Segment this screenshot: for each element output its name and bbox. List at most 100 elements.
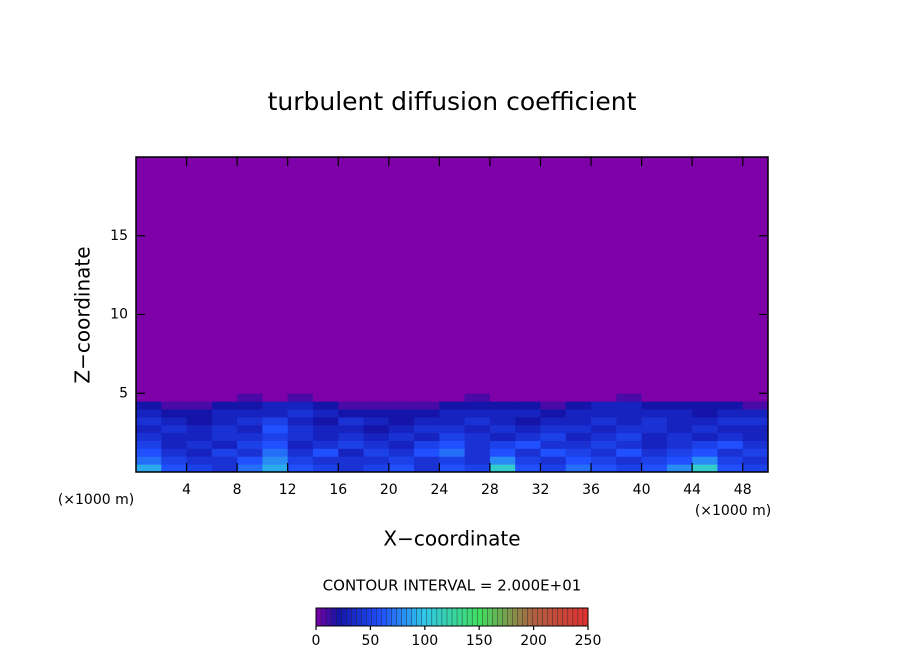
field-cell [237, 416, 263, 426]
field-cell [136, 416, 162, 426]
field-cell [237, 440, 263, 449]
field-cell [515, 416, 541, 426]
field-cell [363, 456, 390, 465]
field-cell [666, 416, 693, 426]
field-cell [692, 409, 718, 418]
field-cell [414, 393, 440, 402]
field-cell [161, 440, 188, 449]
colorbar-swatch [567, 607, 574, 627]
field-cell [439, 401, 466, 410]
x-tick-label: 32 [532, 482, 550, 498]
field-cell [742, 393, 769, 402]
colorbar-swatch [487, 607, 493, 627]
field-cell [136, 157, 162, 394]
field-cell [312, 157, 339, 394]
field-cell [312, 464, 339, 473]
field-cell [211, 401, 238, 410]
colorbar-swatch [320, 607, 327, 627]
field-cell [186, 401, 213, 410]
field-cell [717, 157, 744, 394]
field-cell [211, 448, 238, 457]
colorbar-swatch [335, 607, 342, 627]
colorbar-swatch [577, 607, 584, 627]
x-tick-label: 44 [683, 482, 701, 498]
field-cell [464, 456, 491, 465]
field-cell [616, 448, 643, 457]
field-cell [591, 456, 617, 465]
field-cell [136, 409, 162, 418]
field-cell [287, 440, 314, 449]
field-cell [262, 416, 289, 426]
field-cell [287, 416, 314, 426]
field-cell [489, 440, 516, 449]
colorbar-swatch [537, 607, 544, 627]
field-cell [591, 401, 617, 410]
field-cell [666, 440, 693, 449]
field-cell [237, 448, 263, 457]
field-cell [186, 424, 213, 434]
field-cell [237, 393, 263, 402]
field-cell [641, 432, 668, 441]
field-cell [692, 440, 718, 449]
field-cell [464, 464, 491, 473]
field-cell [540, 432, 567, 441]
field-cell [414, 456, 440, 465]
field-cell [237, 401, 263, 410]
field-cell [287, 432, 314, 441]
field-cell [262, 432, 289, 441]
field-cell [136, 424, 162, 434]
field-cell [136, 448, 162, 457]
x-tick-label: 12 [279, 482, 297, 498]
field-cell [692, 448, 718, 457]
field-cell [287, 157, 314, 394]
field-cell [717, 440, 744, 449]
field-cell [237, 464, 263, 473]
field-cell [338, 432, 365, 441]
field-cell [616, 456, 643, 465]
field-cell [136, 456, 162, 465]
field-cell [287, 401, 314, 410]
field-cell [237, 409, 263, 418]
field-cell [186, 393, 213, 402]
field-cell [312, 432, 339, 441]
colorbar-frame [315, 607, 589, 627]
field-cell [388, 440, 415, 449]
field-cell [464, 157, 491, 394]
field-cell [565, 456, 592, 465]
colorbar-swatch [517, 607, 524, 627]
field-cell [136, 432, 162, 441]
field-cell [312, 448, 339, 457]
field-cell [540, 416, 567, 426]
field-cell [641, 440, 668, 449]
field-cell [540, 464, 567, 473]
field-cell [742, 440, 769, 449]
field-cell [312, 456, 339, 465]
field-cell [186, 448, 213, 457]
field-cell [211, 157, 238, 394]
field-cell [565, 424, 592, 434]
field-cell [211, 424, 238, 434]
field-cell [161, 432, 188, 441]
field-cell [414, 157, 440, 394]
field-cell [287, 409, 314, 418]
colorbar-swatch [381, 607, 388, 627]
field-cell [489, 416, 516, 426]
field-cell [515, 464, 541, 473]
field-cell [591, 464, 617, 473]
field-cell [616, 401, 643, 410]
field-cell [388, 157, 415, 394]
field-cell [641, 409, 668, 418]
field-cell [515, 409, 541, 418]
field-cell [540, 440, 567, 449]
chart-title: turbulent diffusion coefficient [268, 87, 637, 116]
field-cell [540, 157, 567, 394]
field-cell [439, 456, 466, 465]
y-axis-label: Z−coordinate [71, 246, 95, 383]
field-cell [489, 424, 516, 434]
field-cell [666, 424, 693, 434]
field-cell [161, 401, 188, 410]
colorbar-swatch [582, 607, 589, 627]
colorbar-swatch [562, 607, 569, 627]
field-cell [287, 393, 314, 402]
colorbar-swatch [346, 607, 352, 627]
